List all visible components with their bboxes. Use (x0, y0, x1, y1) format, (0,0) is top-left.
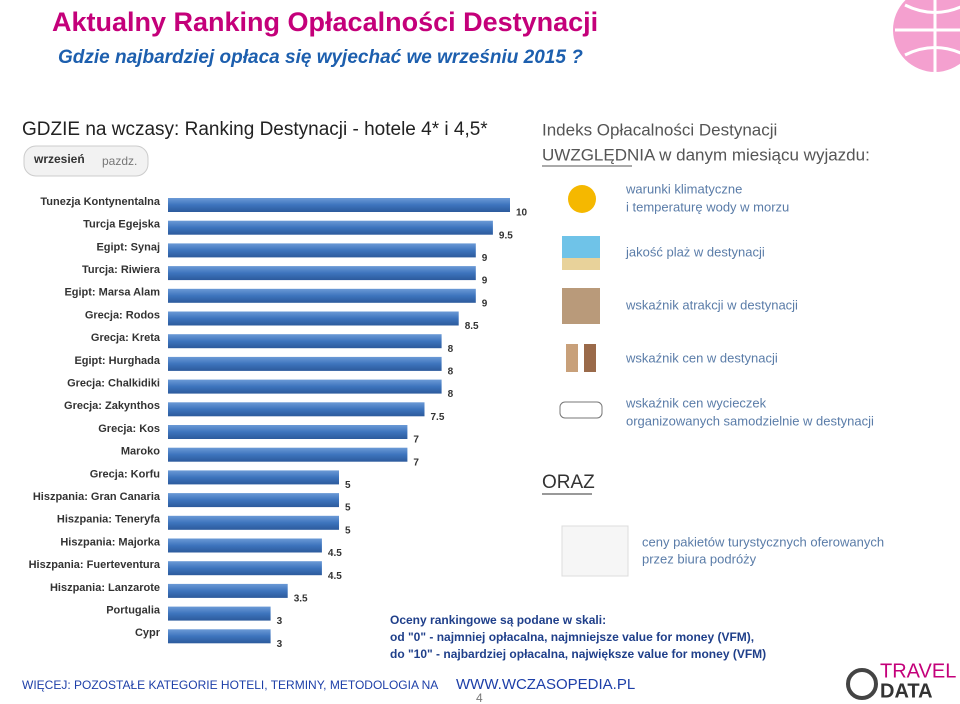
bar (168, 629, 271, 644)
bar (168, 515, 339, 530)
category-label: Grecja: Rodos (85, 309, 160, 321)
category-label: Grecja: Korfu (90, 468, 160, 480)
value-label: 8 (448, 344, 454, 355)
value-label: 5 (345, 480, 351, 491)
logo-text: TRAVEL (880, 660, 956, 682)
value-label: 7 (413, 435, 419, 446)
value-label: 9 (482, 253, 488, 264)
category-label: Hiszpania: Gran Canaria (33, 491, 161, 503)
value-label: 9 (482, 276, 488, 287)
category-label: Turcja: Riwiera (82, 264, 161, 276)
bar (168, 583, 288, 598)
value-label: 4.5 (328, 571, 342, 582)
chart-title: GDZIE na wczasy: Ranking Destynacji - ho… (22, 119, 488, 140)
category-label: Grecja: Zakynthos (64, 400, 160, 412)
packages-text: ceny pakietów turystycznych oferowanych (642, 534, 884, 549)
footer-url[interactable]: WWW.WCZASOPEDIA.PL (456, 676, 635, 693)
panel-item: i temperaturę wody w morzu (626, 199, 789, 214)
value-label: 8 (448, 389, 454, 400)
sand (562, 258, 600, 270)
value-label: 5 (345, 525, 351, 536)
bar (168, 561, 322, 576)
value-label: 7 (413, 457, 419, 468)
value-label: 4.5 (328, 548, 342, 559)
category-label: Grecja: Chalkidiki (67, 378, 160, 390)
value-label: 9.5 (499, 230, 513, 241)
bar (168, 311, 459, 326)
value-label: 8 (448, 367, 454, 378)
footer-text: WIĘCEJ: POZOSTAŁE KATEGORIE HOTELI, TERM… (22, 678, 438, 692)
packages-text: przez biura podróży (642, 551, 757, 566)
category-label: Egipt: Marsa Alam (64, 287, 160, 299)
category-label: Hiszpania: Teneryfa (57, 514, 161, 526)
note: od "0" - najmniej opłacalna, najmniejsze… (390, 630, 754, 644)
note: do "10" - najbardziej opłacalna, najwięk… (390, 647, 766, 661)
oraz: ORAZ (542, 472, 595, 493)
category-label: Hiszpania: Lanzarote (50, 582, 160, 594)
bar (168, 266, 476, 281)
bar (168, 379, 442, 394)
category-label: Egipt: Synaj (96, 241, 160, 253)
panel-item: wskaźnik atrakcji w destynacji (625, 297, 798, 312)
bar (168, 425, 408, 439)
bar (168, 220, 493, 235)
subtitle: Gdzie najbardziej opłaca się wyjechać we… (58, 47, 583, 68)
value-label: 3.5 (294, 594, 308, 605)
bar (168, 470, 339, 485)
category-label: Cypr (135, 627, 161, 639)
value-label: 7.5 (431, 412, 445, 423)
car-icon (559, 401, 603, 419)
title: Aktualny Ranking Opłacalności Destynacji (52, 7, 598, 37)
bar (168, 447, 408, 462)
bar (168, 198, 510, 212)
panel-heading: UWZGLĘDNIA w danym miesiącu wyjazdu: (542, 145, 870, 164)
category-label: Hiszpania: Majorka (60, 536, 161, 548)
landmarks-icon (562, 288, 600, 324)
panel-item: wskaźnik cen wycieczek (625, 395, 767, 410)
category-label: Egipt: Hurghada (74, 355, 160, 367)
bar (168, 288, 476, 303)
sun-icon (568, 185, 596, 213)
category-label: Grecja: Kos (98, 423, 160, 435)
bar (168, 334, 442, 349)
category-label: Tunezja Kontynentalna (40, 196, 160, 208)
panel-item: organizowanych samodzielnie w destynacji (626, 413, 874, 428)
bar (168, 606, 271, 621)
globe (893, 0, 960, 72)
page-number: 4 (476, 691, 483, 704)
value-label: 3 (277, 616, 283, 627)
tab[interactable]: pazdz. (102, 154, 137, 168)
panel: warunki klimatyczne i temperaturę wody w … (625, 181, 874, 428)
category-label: Grecja: Kreta (91, 332, 161, 344)
panel-heading: Indeks Opłacalności Destynacji (542, 120, 777, 139)
bar (168, 243, 476, 258)
logo-mark (846, 668, 878, 700)
value-label: 3 (277, 639, 283, 650)
value-label: 9 (482, 298, 488, 309)
cup (584, 344, 596, 372)
category-label: Turcja Egejska (83, 219, 161, 231)
cups-icon (566, 344, 578, 372)
tab-bar (23, 145, 149, 177)
bar (168, 402, 425, 417)
bar (168, 493, 339, 508)
agency-logos (561, 525, 629, 577)
note: Oceny rankingowe są podane w skali: (390, 613, 606, 627)
value-label: 8.5 (465, 321, 479, 332)
bar-chart: Tunezja Kontynentalna 10 Turcja Egejska 9.5… (29, 196, 528, 650)
panel-item: jakość plaż w destynacji (625, 244, 765, 259)
value-label: 10 (516, 208, 528, 219)
value-label: 5 (345, 503, 351, 514)
category-label: Maroko (121, 446, 160, 458)
bar (168, 356, 442, 371)
panel-item: wskaźnik cen w destynacji (625, 350, 778, 365)
logo-text: DATA (880, 680, 933, 702)
category-label: Hiszpania: Fuerteventura (29, 559, 161, 571)
tab[interactable]: wrzesień (33, 152, 85, 166)
category-label: Portugalia (106, 605, 161, 617)
panel-item: warunki klimatyczne (625, 181, 742, 196)
bar (168, 538, 322, 553)
